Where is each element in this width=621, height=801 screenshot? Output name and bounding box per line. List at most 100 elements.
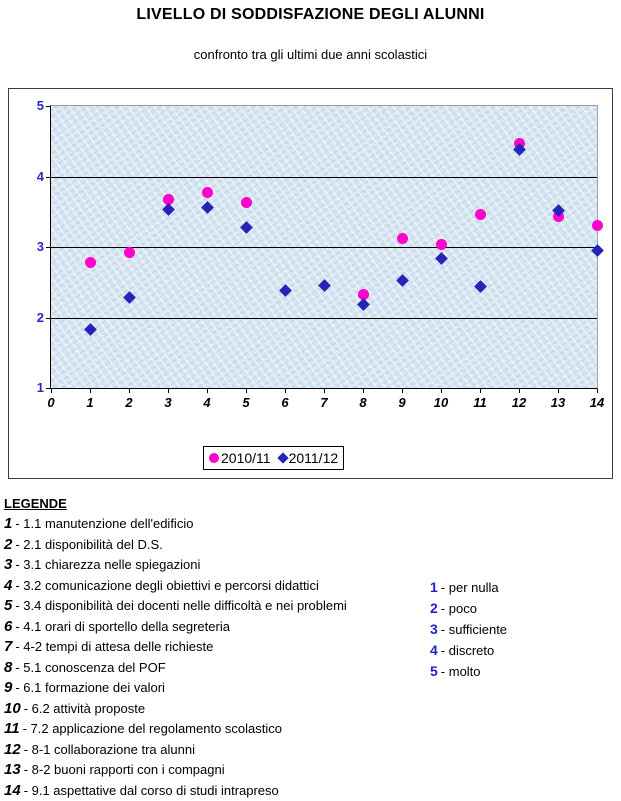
x-axis-tick — [363, 389, 364, 393]
scale-item-text: - per nulla — [440, 580, 499, 595]
y-axis-tick — [46, 388, 51, 389]
series-2010-11-marker-icon — [209, 453, 219, 463]
y-axis-tick — [46, 176, 51, 178]
data-point-2010-11 — [474, 209, 486, 221]
horizontal-gridline — [51, 317, 597, 319]
x-axis-tick — [168, 389, 169, 393]
x-axis-tick — [441, 389, 442, 393]
x-axis-tick — [558, 389, 559, 393]
list-item: 2- 2.1 disponibilità del D.S. — [4, 535, 484, 556]
scale-item-text: - poco — [440, 601, 477, 616]
horizontal-gridline — [51, 176, 597, 178]
legend-item-text: - 1.1 manutenzione dell'edificio — [15, 516, 194, 531]
x-axis-tick — [246, 389, 247, 393]
legend-item-number: 10 — [4, 699, 21, 717]
list-item: 6- 4.1 orari di sportello della segreter… — [4, 617, 484, 638]
list-item: 11- 7.2 applicazione del regolamento sco… — [4, 719, 484, 740]
scale-list: 1- per nulla 2- poco 3- sufficiente 4- disc… — [430, 577, 610, 682]
legend-item-text: - 6.1 formazione dei valori — [15, 680, 165, 695]
list-item: 4- discreto — [430, 640, 610, 661]
data-point-2010-11 — [396, 233, 408, 245]
legend-item-number: 12 — [4, 740, 21, 758]
data-point-2010-11 — [201, 187, 213, 199]
list-item: 3- 3.1 chiarezza nelle spiegazioni — [4, 555, 484, 576]
legend-item-text: - 6.2 attività proposte — [23, 700, 146, 716]
x-axis-label: 4 — [203, 395, 211, 410]
scale-item-text: - molto — [440, 664, 481, 679]
list-item: 1- 1.1 manutenzione dell'edificio — [4, 514, 484, 535]
chart-legend-box: 2010/11 2011/12 — [203, 446, 345, 470]
scale-item-text: - sufficiente — [440, 622, 508, 637]
x-axis-label: 0 — [47, 395, 55, 410]
list-item: 5- 3.4 disponibilità dei docenti nelle d… — [4, 596, 484, 617]
legend-item-number: 9 — [4, 679, 13, 696]
legend-item-number: 13 — [4, 761, 21, 778]
legend-item-text: - 8-1 collaborazione tra alunni — [23, 741, 195, 757]
page-title: LIVELLO DI SODDISFAZIONE DEGLI ALUNNI — [136, 6, 485, 23]
data-point-2010-11 — [123, 247, 135, 259]
y-axis-label: 2 — [36, 309, 44, 325]
x-axis-label: 8 — [359, 395, 367, 410]
data-point-2010-11 — [435, 239, 447, 251]
x-axis-tick — [207, 389, 208, 393]
x-axis-label: 1 — [86, 395, 94, 410]
list-item: 13- 8-2 buoni rapporti con i compagni — [4, 760, 484, 781]
legend-heading: LEGENDE — [4, 496, 67, 511]
series-2011-12-label: 2011/12 — [288, 450, 339, 466]
legend-list: 1- 1.1 manutenzione dell'edificio 2- 2.1 … — [4, 514, 484, 801]
list-item: 9- 6.1 formazione dei valori — [4, 678, 484, 699]
legend-item-number: 6 — [4, 617, 13, 635]
data-point-2010-11 — [84, 257, 96, 268]
scale-item-number: 2 — [430, 600, 438, 616]
scale-item-number: 3 — [430, 621, 438, 637]
x-axis-tick — [402, 389, 403, 393]
x-axis-label: 10 — [433, 395, 449, 410]
list-item: 4- 3.2 comunicazione degli obiettivi e p… — [4, 576, 484, 597]
legend-item-number: 11 — [4, 720, 20, 737]
x-axis-tick — [285, 389, 286, 393]
x-axis-tick — [51, 389, 52, 393]
x-axis-label: 5 — [242, 395, 250, 410]
legend-item-text: - 2.1 disponibilità del D.S. — [15, 536, 163, 552]
legend-item-text: - 3.4 disponibilità dei docenti nelle di… — [15, 598, 347, 613]
legend-section: LEGENDE 1- 1.1 manutenzione dell'edifici… — [4, 495, 484, 801]
x-axis-tick — [90, 389, 91, 393]
list-item: 10- 6.2 attività proposte — [4, 699, 484, 720]
legend-item-text: - 5.1 conoscenza del POF — [15, 659, 166, 675]
horizontal-gridline — [51, 247, 597, 248]
legend-item-text: - 3.1 chiarezza nelle spiegazioni — [15, 557, 201, 572]
chart-frame: 2010/11 2011/12 1 2 3 4 5 0 1 2 3 4 5 6 7 8 9 10 11 12 13 1… — [8, 88, 613, 479]
legend-item-text: - 9.1 aspettative dal corso di studi int… — [23, 782, 279, 798]
x-axis-label: 11 — [473, 395, 487, 410]
list-item: 2- poco — [430, 598, 610, 619]
legend-item-number: 1 — [4, 515, 13, 532]
x-axis-tick — [480, 389, 481, 393]
x-axis-tick — [129, 389, 130, 393]
x-axis-label: 7 — [320, 395, 328, 410]
x-axis-label: 13 — [550, 395, 566, 410]
scale-item-number: 4 — [430, 642, 438, 658]
legend-item-text: - 4-2 tempi di attesa delle richieste — [15, 639, 214, 654]
list-item: 5- molto — [430, 661, 610, 682]
list-item: 12- 8-1 collaborazione tra alunni — [4, 740, 484, 761]
list-item: 3- sufficiente — [430, 619, 610, 640]
legend-item-number: 14 — [4, 781, 21, 799]
y-axis-label: 3 — [36, 239, 44, 254]
legend-item-text: - 7.2 applicazione del regolamento scola… — [22, 721, 283, 736]
data-point-2010-11 — [357, 288, 369, 300]
page-subtitle: confronto tra gli ultimi due anni scolas… — [193, 47, 428, 62]
legend-item-number: 8 — [4, 658, 13, 676]
x-axis-label: 9 — [398, 395, 406, 410]
y-axis-tick — [46, 317, 51, 319]
y-axis-tick — [46, 247, 51, 248]
series-2010-11-label: 2010/11 — [221, 450, 271, 466]
scale-item-text: - discreto — [440, 643, 495, 658]
y-axis-label: 5 — [36, 98, 44, 113]
legend-item-number: 5 — [4, 597, 13, 614]
scale-item-number: 1 — [430, 579, 438, 595]
list-item: 1- per nulla — [430, 577, 610, 598]
x-axis-label: 2 — [125, 395, 133, 410]
legend-item-number: 4 — [4, 576, 13, 594]
x-axis-tick — [324, 389, 325, 393]
x-axis-tick — [597, 389, 598, 393]
